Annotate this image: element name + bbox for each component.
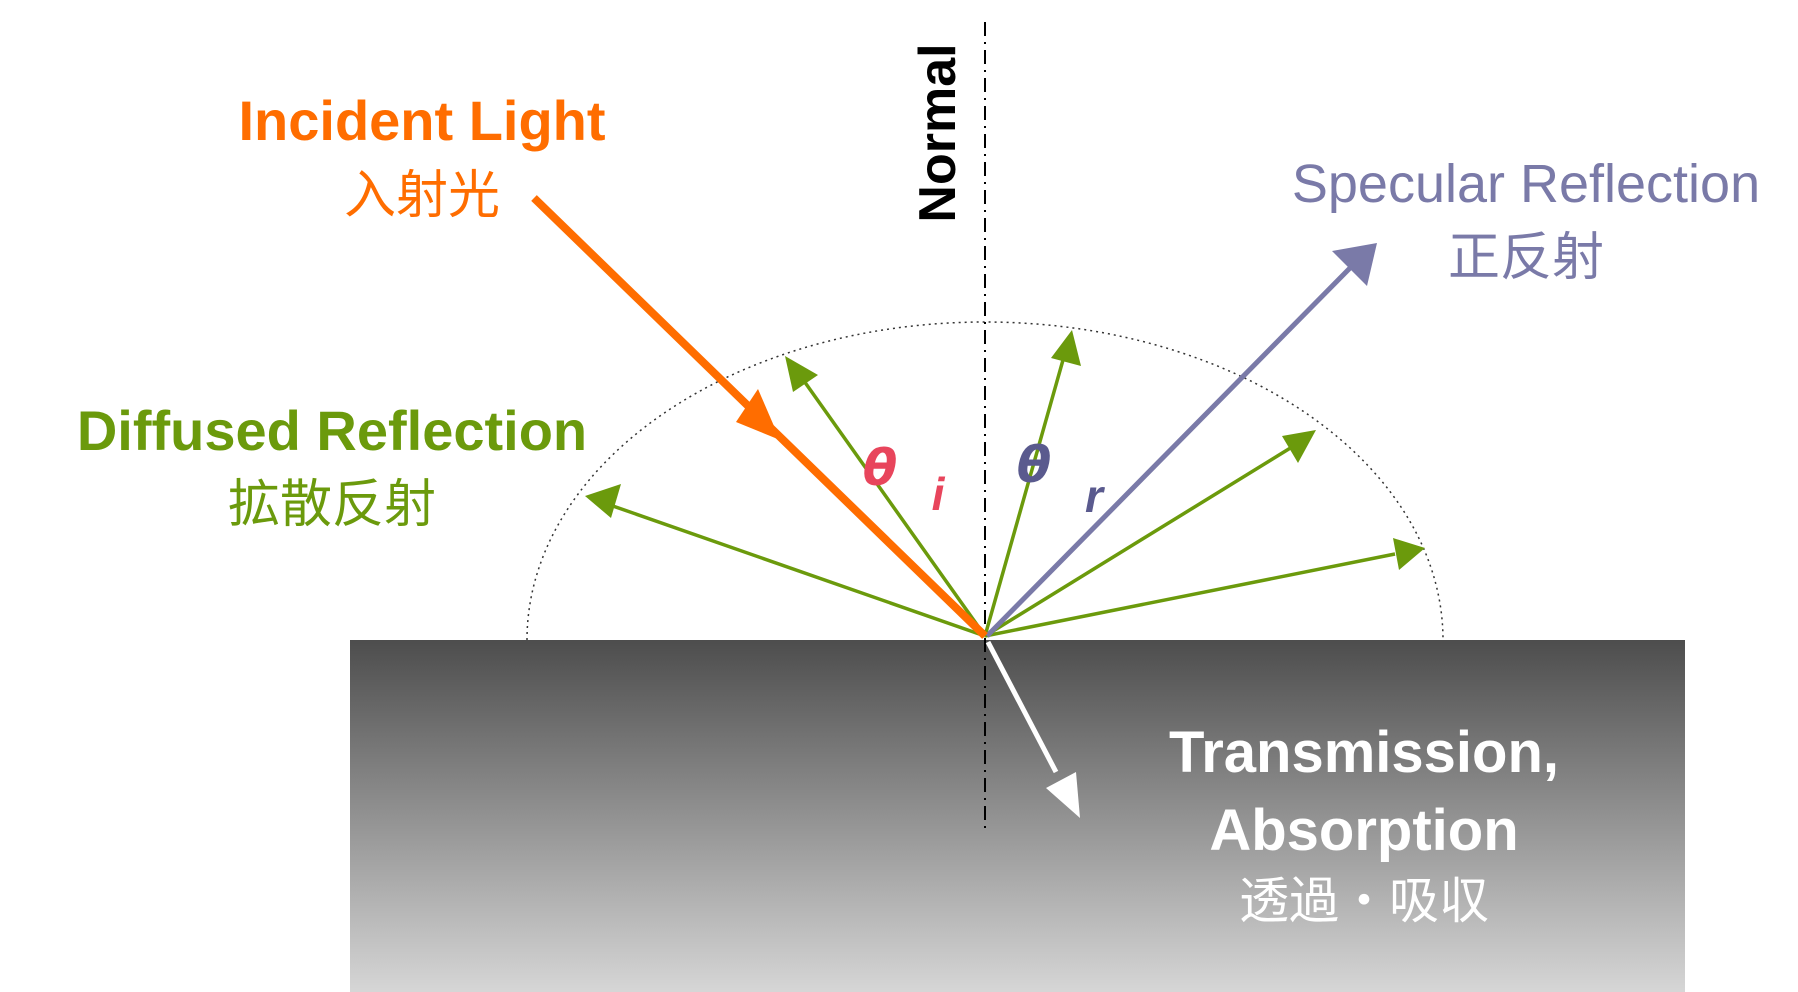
diffuse-arrows bbox=[585, 330, 1425, 638]
diffuse-arrow-1 bbox=[609, 503, 986, 638]
incident-arrow bbox=[531, 195, 988, 639]
diffuse-label-en: Diffused Reflection bbox=[77, 399, 587, 462]
specular-arrow bbox=[985, 243, 1377, 638]
diffuse-arrowhead-1 bbox=[585, 484, 621, 518]
theta-i-symbol: θ bbox=[863, 439, 897, 497]
incident-label-en: Incident Light bbox=[238, 89, 605, 152]
specular-label-ja: 正反射 bbox=[1448, 228, 1604, 288]
transmission-arrowhead bbox=[1046, 772, 1080, 818]
diffuse-arrowhead-4 bbox=[1282, 430, 1316, 463]
specular-arrowhead bbox=[1332, 243, 1377, 286]
transmission-arrow bbox=[985, 640, 1080, 818]
diffuse-arrowhead-5 bbox=[1393, 538, 1425, 570]
diffuse-arrowhead-2 bbox=[785, 356, 818, 392]
diffuse-arrowhead-3 bbox=[1051, 330, 1081, 366]
theta-r-symbol: θ bbox=[1017, 436, 1051, 494]
incident-arrowhead bbox=[736, 389, 780, 440]
transmission-label-line1: Transmission, bbox=[1169, 720, 1559, 785]
theta-r-subscript: r bbox=[1085, 470, 1105, 522]
diffuse-label-ja: 拡散反射 bbox=[228, 475, 436, 535]
hemisphere-outline bbox=[526, 321, 1444, 641]
normal-label: Normal bbox=[909, 43, 967, 222]
diffuse-arrow-5 bbox=[984, 552, 1396, 638]
transmission-label-line2: Absorption bbox=[1209, 798, 1518, 863]
diffuse-arrow-3 bbox=[983, 359, 1065, 637]
diffuse-arrow-2 bbox=[802, 379, 987, 638]
diffuse-arrow-4 bbox=[984, 445, 1293, 638]
transmission-label-ja: 透過・吸収 bbox=[1239, 872, 1489, 930]
theta-i-subscript: i bbox=[932, 468, 946, 520]
specular-label-en: Specular Reflection bbox=[1292, 154, 1760, 214]
incident-label-ja: 入射光 bbox=[344, 166, 500, 226]
